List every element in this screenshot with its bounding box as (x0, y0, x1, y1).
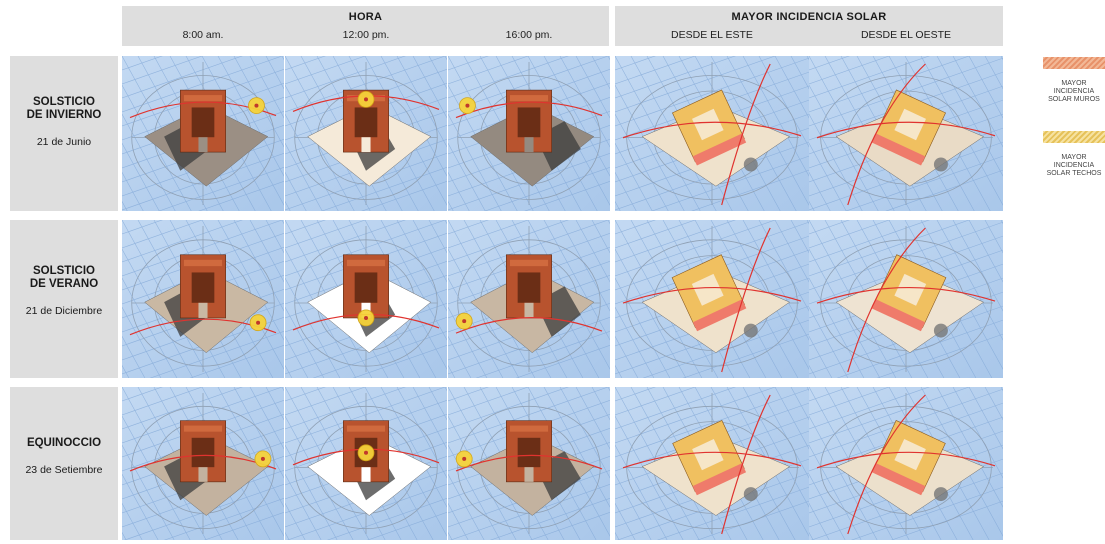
header-band-hora (122, 6, 609, 46)
header-band-incidencia (615, 6, 1003, 46)
diagram-verano-desde-este (615, 220, 809, 378)
column-header-desde-oeste: DESDE EL OESTE (860, 29, 952, 41)
legend-label-techos: MAYOR INCIDENCIA SOLAR TECHOS (1046, 154, 1102, 177)
legend-label-muros: MAYOR INCIDENCIA SOLAR MUROS (1048, 80, 1100, 103)
row-date-verano: 21 de Diciembre (25, 305, 103, 317)
row-date-invierno: 21 de Junio (36, 136, 92, 148)
column-header-desde-este: DESDE EL ESTE (671, 29, 753, 41)
diagram-equinoccio-1200 (285, 387, 447, 540)
header-incidencia-title: MAYOR INCIDENCIA SOLAR (731, 11, 887, 23)
diagram-verano-1600 (448, 220, 610, 378)
diagram-verano-desde-oeste (809, 220, 1003, 378)
diagram-invierno-desde-oeste (809, 56, 1003, 211)
row-title-verano: SOLSTICIO DE VERANO (29, 265, 99, 290)
header-hora-title: HORA (348, 11, 383, 23)
legend-swatch-techos (1043, 131, 1105, 143)
diagram-verano-0800 (122, 220, 284, 378)
diagram-invierno-1200 (285, 56, 447, 211)
column-header-1200: 12:00 pm. (342, 29, 390, 41)
diagram-equinoccio-desde-oeste (809, 387, 1003, 540)
legend-swatch-muros (1043, 57, 1105, 69)
column-header-0800: 8:00 am. (182, 29, 224, 41)
diagram-equinoccio-0800 (122, 387, 284, 540)
column-header-1600: 16:00 pm. (505, 29, 553, 41)
diagram-equinoccio-desde-este (615, 387, 809, 540)
diagram-invierno-desde-este (615, 56, 809, 211)
diagram-verano-1200 (285, 220, 447, 378)
row-title-equinoccio: EQUINOCCIO (26, 437, 102, 449)
row-date-equinoccio: 23 de Setiembre (25, 464, 103, 476)
diagram-invierno-1600 (448, 56, 610, 211)
diagram-equinoccio-1600 (448, 387, 610, 540)
row-label-equinoccio: EQUINOCCIO 23 de Setiembre (10, 387, 118, 540)
row-label-invierno: SOLSTICIO DE INVIERNO 21 de Junio (10, 56, 118, 211)
diagram-invierno-0800 (122, 56, 284, 211)
row-title-invierno: SOLSTICIO DE INVIERNO (26, 96, 102, 121)
row-label-verano: SOLSTICIO DE VERANO 21 de Diciembre (10, 220, 118, 378)
